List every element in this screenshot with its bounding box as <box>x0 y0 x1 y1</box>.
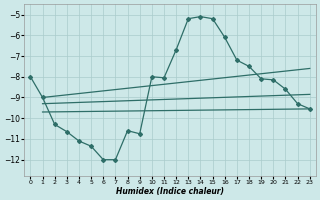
X-axis label: Humidex (Indice chaleur): Humidex (Indice chaleur) <box>116 187 224 196</box>
